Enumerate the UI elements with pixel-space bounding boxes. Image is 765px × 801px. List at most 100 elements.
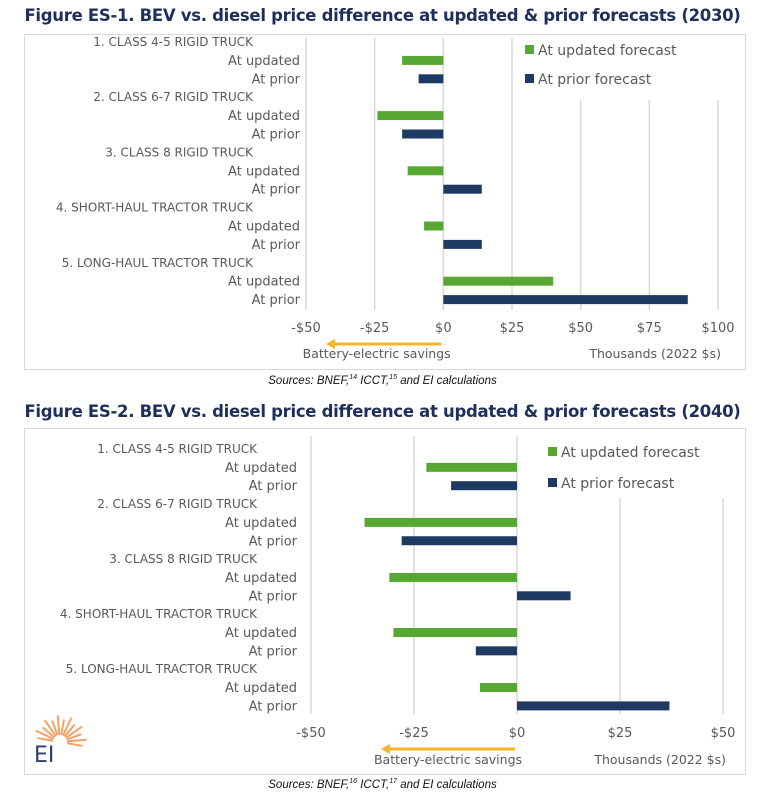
category-label: 2. CLASS 6-7 RIGID TRUCK	[93, 90, 254, 104]
sources-mid: ICCT,	[357, 374, 390, 387]
sunburst-ray	[51, 720, 59, 736]
category-label: 2. CLASS 6-7 RIGID TRUCK	[97, 497, 258, 511]
legend-label-prior: At prior forecast	[538, 72, 652, 88]
x-tick-label: $100	[701, 321, 734, 336]
sunburst-ray	[35, 730, 54, 740]
bar-prior	[401, 536, 517, 546]
figure-1-sources: Sources: BNEF,14 ICCT,15 and EI calculat…	[0, 374, 765, 387]
x-tick-label: $50	[568, 321, 593, 336]
sources-suffix: and EI calculations	[397, 778, 497, 791]
category-label: 5. LONG-HAUL TRACTOR TRUCK	[66, 662, 258, 676]
sources-prefix: Sources: BNEF,	[268, 374, 350, 387]
sub-category-label: At prior	[252, 293, 301, 308]
bar-updated	[377, 111, 444, 121]
x-axis-title: Thousands (2022 $s)	[593, 752, 726, 767]
sources-suffix: and EI calculations	[397, 374, 497, 387]
logo-text: EI	[34, 743, 54, 768]
sub-category-label: At prior	[252, 183, 301, 198]
sub-category-label: At prior	[249, 644, 298, 659]
arrow-head-icon	[381, 744, 390, 754]
bar-updated	[426, 462, 517, 472]
legend-swatch-prior	[548, 478, 557, 487]
sub-category-label: At updated	[225, 516, 297, 531]
legend-swatch-prior	[525, 74, 534, 83]
footnote-ref: 16	[349, 778, 358, 785]
x-tick-label: -$25	[399, 726, 429, 741]
category-label: 3. CLASS 8 RIGID TRUCK	[109, 552, 258, 566]
sub-category-label: At prior	[249, 699, 298, 714]
sunburst-ray	[42, 726, 55, 738]
sunburst-ray	[56, 715, 61, 736]
figure-2-frame	[24, 428, 746, 775]
bar-prior	[451, 481, 517, 491]
x-tick-label: $0	[435, 321, 452, 336]
sources-prefix: Sources: BNEF,	[268, 778, 350, 791]
x-tick-label: -$50	[296, 726, 326, 741]
sub-category-label: At prior	[252, 72, 301, 87]
ei-logo: EI	[34, 715, 87, 768]
sub-category-label: At prior	[249, 534, 298, 549]
sub-category-label: At prior	[252, 238, 301, 253]
bar-prior	[402, 129, 444, 139]
category-label: 5. LONG-HAUL TRACTOR TRUCK	[62, 256, 254, 270]
legend-swatch-updated	[548, 447, 557, 456]
figure-2-sources: Sources: BNEF,16 ICCT,17 and EI calculat…	[0, 778, 765, 791]
bar-updated	[407, 166, 444, 176]
x-tick-label: -$50	[291, 321, 321, 336]
sunburst-ray	[66, 742, 83, 747]
bar-prior	[443, 295, 688, 305]
sunburst-ray	[66, 738, 87, 743]
sunburst-ray	[66, 733, 82, 741]
sources-mid: ICCT,	[357, 778, 390, 791]
sub-category-label: At updated	[225, 626, 297, 641]
bar-updated	[364, 517, 517, 527]
sub-category-label: At updated	[225, 571, 297, 586]
arrow-head-icon	[326, 339, 335, 349]
category-label: 4. SHORT-HAUL TRACTOR TRUCK	[56, 201, 254, 215]
x-tick-label: $25	[608, 726, 633, 741]
bar-updated	[402, 55, 444, 65]
sunburst-ray	[60, 719, 65, 736]
sunburst-ray	[64, 724, 76, 737]
x-tick-label: $0	[509, 726, 526, 741]
sub-category-label: At prior	[252, 128, 301, 143]
legend-label-updated: At updated forecast	[561, 445, 700, 461]
x-tick-label: $75	[637, 321, 662, 336]
sub-category-label: At updated	[228, 275, 300, 290]
sub-category-label: At prior	[249, 589, 298, 604]
sunburst-ray	[65, 726, 83, 739]
category-label: 1. CLASS 4-5 RIGID TRUCK	[93, 35, 254, 49]
category-label: 1. CLASS 4-5 RIGID TRUCK	[97, 442, 258, 456]
bar-prior	[517, 701, 670, 711]
sunburst-ray	[37, 737, 54, 742]
figure-2-title: Figure ES-2. BEV vs. diesel price differ…	[24, 402, 741, 421]
bar-updated	[443, 276, 554, 286]
sunburst-logo-icon	[35, 715, 87, 747]
savings-annotation: Battery-electric savings	[303, 346, 451, 361]
sub-category-label: At prior	[249, 479, 298, 494]
sub-category-label: At updated	[228, 220, 300, 235]
category-label: 4. SHORT-HAUL TRACTOR TRUCK	[60, 607, 258, 621]
footnote-ref: 17	[389, 778, 397, 785]
footnote-ref: 15	[389, 374, 397, 381]
sub-category-label: At updated	[225, 461, 297, 476]
x-axis-title: Thousands (2022 $s)	[588, 346, 721, 361]
figure-1-frame	[24, 34, 746, 370]
footnote-ref: 14	[349, 374, 358, 381]
bar-updated	[424, 221, 444, 231]
legend-label-updated: At updated forecast	[538, 43, 677, 59]
bar-prior	[475, 646, 517, 656]
x-tick-label: $25	[500, 321, 525, 336]
bar-updated	[389, 572, 517, 582]
sub-category-label: At updated	[228, 164, 300, 179]
bar-prior	[517, 591, 571, 601]
bar-updated	[479, 683, 517, 693]
savings-annotation: Battery-electric savings	[374, 752, 522, 767]
bar-updated	[393, 628, 517, 637]
x-tick-label: $50	[711, 726, 736, 741]
figure-1-title: Figure ES-1. BEV vs. diesel price differ…	[24, 6, 741, 25]
sub-category-label: At updated	[228, 54, 300, 69]
sunburst-ray	[62, 717, 72, 736]
